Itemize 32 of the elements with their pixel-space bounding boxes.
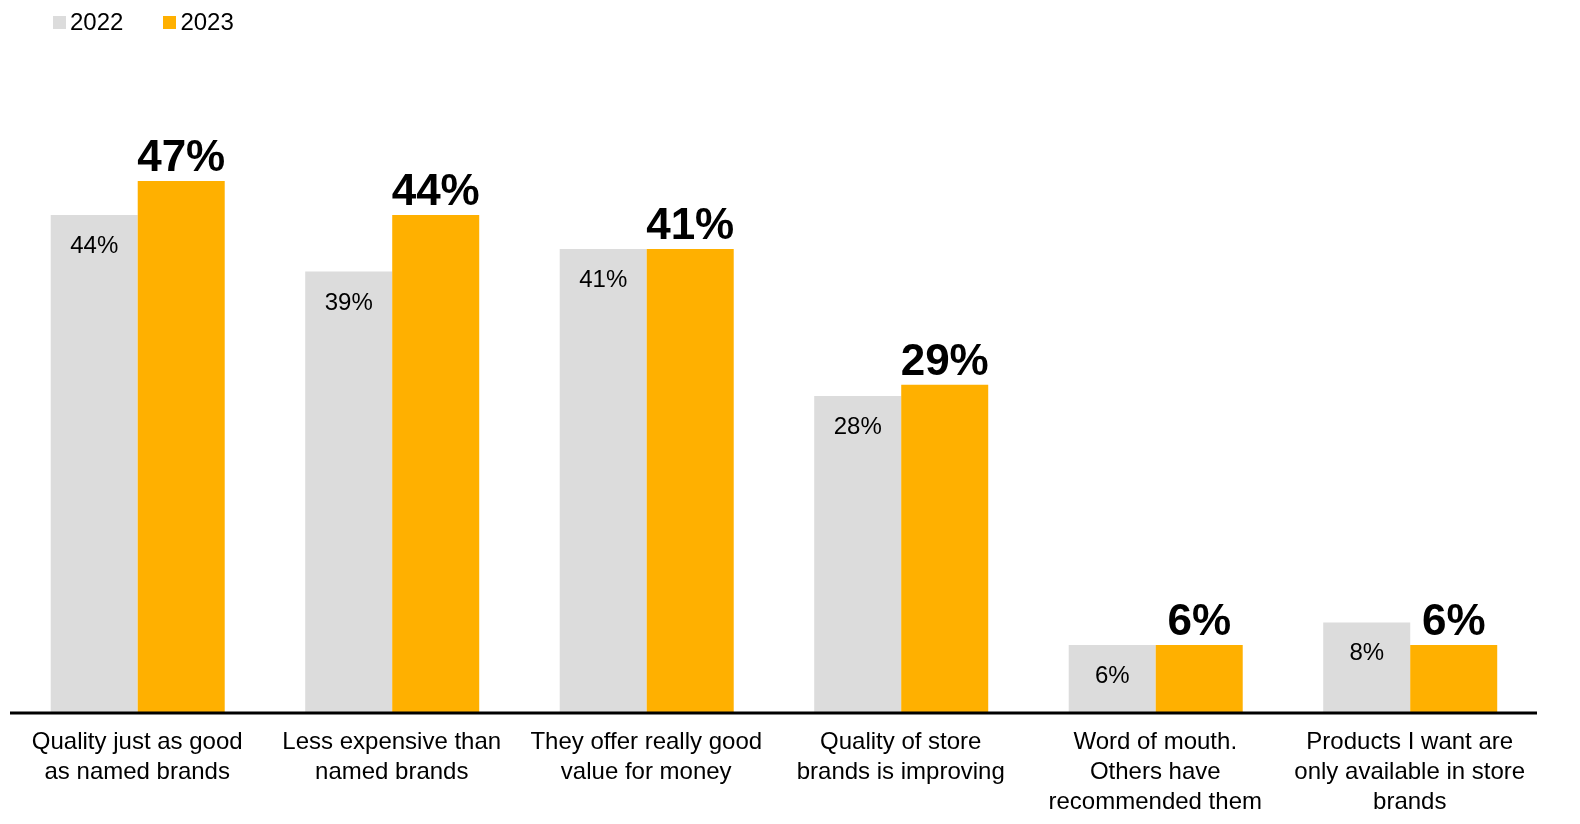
bar — [1155, 645, 1243, 713]
x-tick-label: They offer really good value for money — [530, 727, 763, 784]
bar — [1323, 622, 1411, 713]
x-tick-label: Quality just as good as named brands — [31, 727, 243, 784]
bar — [559, 248, 647, 713]
bar — [901, 384, 989, 713]
data-label: 6% — [1094, 661, 1130, 689]
data-label: 29% — [900, 334, 989, 384]
x-tick-label: Products I want are only available in store brands — [1294, 727, 1526, 814]
data-label: 6% — [1167, 595, 1232, 645]
bar — [646, 248, 734, 713]
x-tick-label: Less expensive than named brands — [282, 727, 502, 784]
bar — [392, 214, 480, 713]
data-label: 44% — [70, 230, 119, 258]
data-label: 41% — [579, 264, 628, 292]
data-label: 28% — [833, 412, 882, 440]
data-label: 47% — [137, 131, 226, 180]
data-label: 41% — [646, 198, 735, 248]
bar — [50, 214, 138, 713]
bar — [1068, 645, 1156, 713]
x-tick-label: Quality of store brands is improving — [796, 727, 1005, 784]
legend-label: 2023 — [180, 8, 234, 36]
data-label: 39% — [324, 287, 373, 315]
bar — [305, 271, 393, 713]
data-label: 8% — [1349, 638, 1385, 666]
bar — [1410, 645, 1498, 713]
data-label: 44% — [391, 164, 480, 214]
bar — [814, 396, 902, 713]
bar — [137, 181, 225, 713]
x-tick-label: Word of mouth. Others have recommended them — [1048, 727, 1262, 814]
legend-label: 2022 — [70, 8, 124, 36]
data-label: 6% — [1421, 595, 1486, 645]
